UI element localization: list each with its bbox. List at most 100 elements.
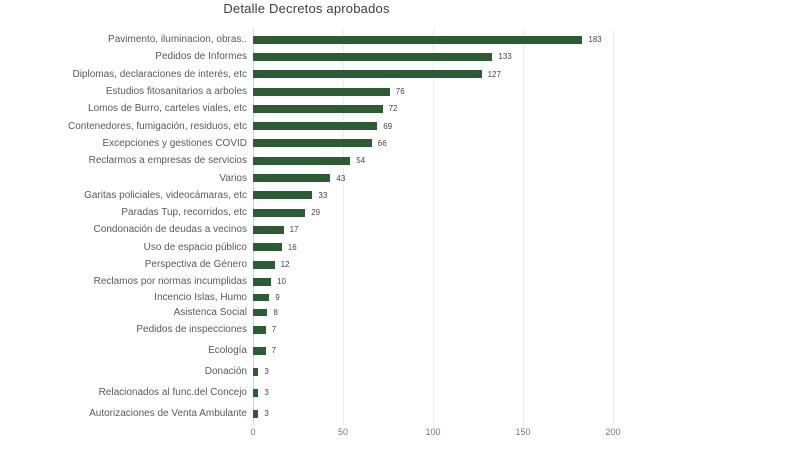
bar [253,294,270,302]
value-label: 3 [264,367,269,377]
bar-row: Varios 43 [0,169,602,186]
bar-track: 183 [253,35,602,44]
value-label: 66 [377,138,387,148]
category-label: Incencio Islas, Humo [154,292,247,304]
bar-row: Donación 3 [0,361,602,382]
x-tick-label: 0 [250,427,256,437]
category-label: Contenedores, fumigación, residuos, etc [68,120,247,132]
bar-track: 54 [253,156,365,165]
category-label: Pedidos de inspecciones [136,324,247,336]
bar [253,156,351,165]
bar-row: Paradas Tup, recorridos, etc 29 [0,204,602,221]
category-label: Garitas policiales, videocámaras, etc [84,189,247,201]
bar [253,260,275,269]
value-label: 16 [287,242,297,252]
category-label: Uso de espacio público [143,241,247,253]
bar-row: Garitas policiales, videocámaras, etc 33 [0,187,602,204]
bar-track: 133 [253,52,512,61]
category-label: Excepciones y gestiones COVID [102,137,247,149]
bar-rows: Pavimento, iluminacion, obras.. 183 Pedido… [0,31,602,424]
bar-row: Autorizaciones de Venta Ambulante 3 [0,403,602,424]
bar [253,191,313,200]
value-label: 7 [271,346,277,356]
category-label: Lomos de Burro, carteles viales, etc [88,103,247,115]
value-label: 8 [273,307,278,317]
bar-row: Pedidos de inspecciones 7 [0,319,602,340]
bar [253,243,282,252]
bar-track: 12 [253,260,290,269]
bar-track: 8 [253,308,278,317]
value-label: 54 [356,156,366,166]
bar-row: Relacionados al func.del Concejo 3 [0,382,602,403]
bar-track: 17 [253,225,299,234]
bar-track: 76 [253,87,405,96]
category-label: Autorizaciones de Venta Ambulante [89,408,247,420]
category-label: Reclarmos a empresas de servicios [88,155,247,167]
bar [253,139,372,148]
category-label: Relacionados al func.del Concejo [98,387,247,399]
category-label: Diplomas, declaraciones de interés, etc [72,68,247,80]
value-label: 33 [318,190,328,200]
bar-track: 7 [253,325,276,334]
category-label: Varios [219,172,247,184]
bar [253,277,271,286]
category-label: Paradas Tup, recorridos, etc [121,207,247,219]
bar-track: 127 [253,70,501,79]
value-label: 29 [311,208,321,218]
bar-row: Ecología 7 [0,340,602,361]
bar-track: 66 [253,139,387,148]
bar-track: 3 [253,367,269,376]
bar [253,122,378,131]
bar [253,346,266,355]
bar-row: Contenedores, fumigación, residuos, etc 6… [0,117,602,134]
gridline [343,29,344,425]
bar-track: 3 [253,409,269,418]
bar [253,225,284,234]
value-label: 3 [264,388,269,398]
gridline [523,29,524,425]
value-label: 3 [264,409,269,419]
bar-row: Pedidos de Informes 133 [0,48,602,65]
bar-row: Lomos de Burro, carteles viales, etc 72 [0,100,602,117]
bar-track: 33 [253,191,327,200]
bar-track: 16 [253,243,297,252]
bar [253,104,383,113]
value-label: 183 [588,35,602,45]
category-label: Donación [204,366,247,378]
value-label: 76 [395,87,405,97]
bar-row: Estudios fitosanitarios a arboles 76 [0,83,602,100]
bar-row: Asistenca Social 8 [0,305,602,320]
value-label: 7 [271,325,277,335]
bar-row: Uso de espacio público 16 [0,239,602,256]
bar-track: 10 [253,277,286,286]
x-tick-label: 150 [515,427,531,437]
bar [253,325,266,334]
category-label: Condonación de deudas a vecinos [93,224,247,236]
bar [253,208,306,217]
bar-track: 72 [253,104,398,113]
x-tick-label: 200 [605,427,621,437]
bar-track: 9 [253,293,280,302]
bar [253,308,268,316]
value-label: 10 [277,277,286,287]
bar-row: Incencio Islas, Humo 9 [0,290,602,305]
bar-row: Diplomas, declaraciones de interés, etc 1… [0,66,602,83]
bar [253,174,331,183]
value-label: 43 [336,173,346,183]
value-label: 17 [289,225,299,235]
bar-row: Perspectiva de Género 12 [0,256,602,273]
value-label: 127 [487,69,501,79]
bar-track: 69 [253,122,392,131]
category-label: Asistenca Social [173,306,247,318]
bar [253,52,493,61]
value-label: 12 [280,260,290,269]
value-label: 72 [388,104,398,114]
bar [253,35,583,44]
value-label: 9 [275,293,280,303]
chart-title: Detalle Decretos aprobados [223,1,390,16]
x-tick-label: 100 [425,427,441,437]
value-label: 133 [498,52,512,62]
category-label: Estudios fitosanitarios a arboles [105,86,247,98]
bar [253,367,259,376]
